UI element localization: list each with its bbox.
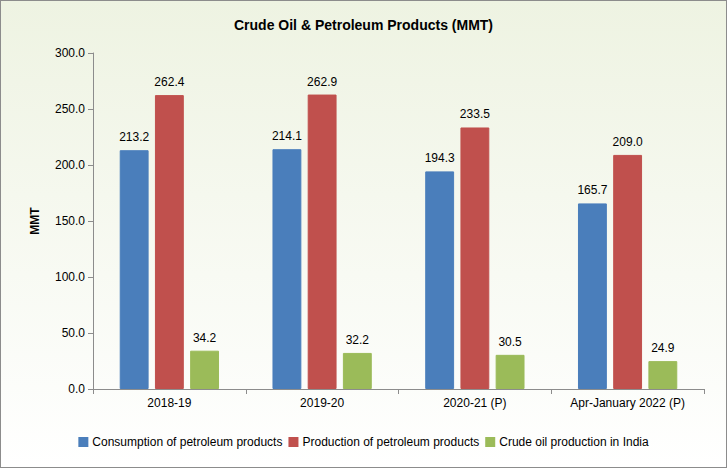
svg-text:150.0: 150.0 — [55, 214, 85, 228]
svg-text:32.2: 32.2 — [346, 333, 370, 347]
svg-text:Crude Oil & Petroleum Products: Crude Oil & Petroleum Products (MMT) — [234, 17, 493, 33]
svg-text:Apr-January 2022 (P): Apr-January 2022 (P) — [570, 396, 685, 410]
svg-text:Production of petroleum produc: Production of petroleum products — [302, 435, 479, 449]
svg-text:2018-19: 2018-19 — [147, 396, 191, 410]
svg-text:213.2: 213.2 — [119, 130, 149, 144]
svg-text:200.0: 200.0 — [55, 158, 85, 172]
svg-text:214.1: 214.1 — [272, 129, 302, 143]
svg-text:165.7: 165.7 — [577, 183, 607, 197]
svg-text:100.0: 100.0 — [55, 270, 85, 284]
svg-text:233.5: 233.5 — [460, 107, 490, 121]
svg-text:Crude oil production in India: Crude oil production in India — [499, 435, 649, 449]
svg-text:300.0: 300.0 — [55, 46, 85, 60]
svg-text:209.0: 209.0 — [613, 135, 643, 149]
svg-text:MMT: MMT — [28, 207, 42, 235]
svg-text:34.2: 34.2 — [193, 331, 217, 345]
svg-text:30.5: 30.5 — [498, 335, 522, 349]
svg-text:2020-21 (P): 2020-21 (P) — [443, 396, 506, 410]
svg-text:50.0: 50.0 — [62, 326, 86, 340]
svg-text:262.4: 262.4 — [154, 75, 184, 89]
svg-text:Consumption of petroleum produ: Consumption of petroleum products — [92, 435, 282, 449]
svg-text:2019-20: 2019-20 — [300, 396, 344, 410]
svg-text:0.0: 0.0 — [68, 382, 85, 396]
svg-text:194.3: 194.3 — [425, 151, 455, 165]
svg-text:262.9: 262.9 — [307, 75, 337, 89]
svg-text:250.0: 250.0 — [55, 102, 85, 116]
svg-text:24.9: 24.9 — [651, 341, 675, 355]
